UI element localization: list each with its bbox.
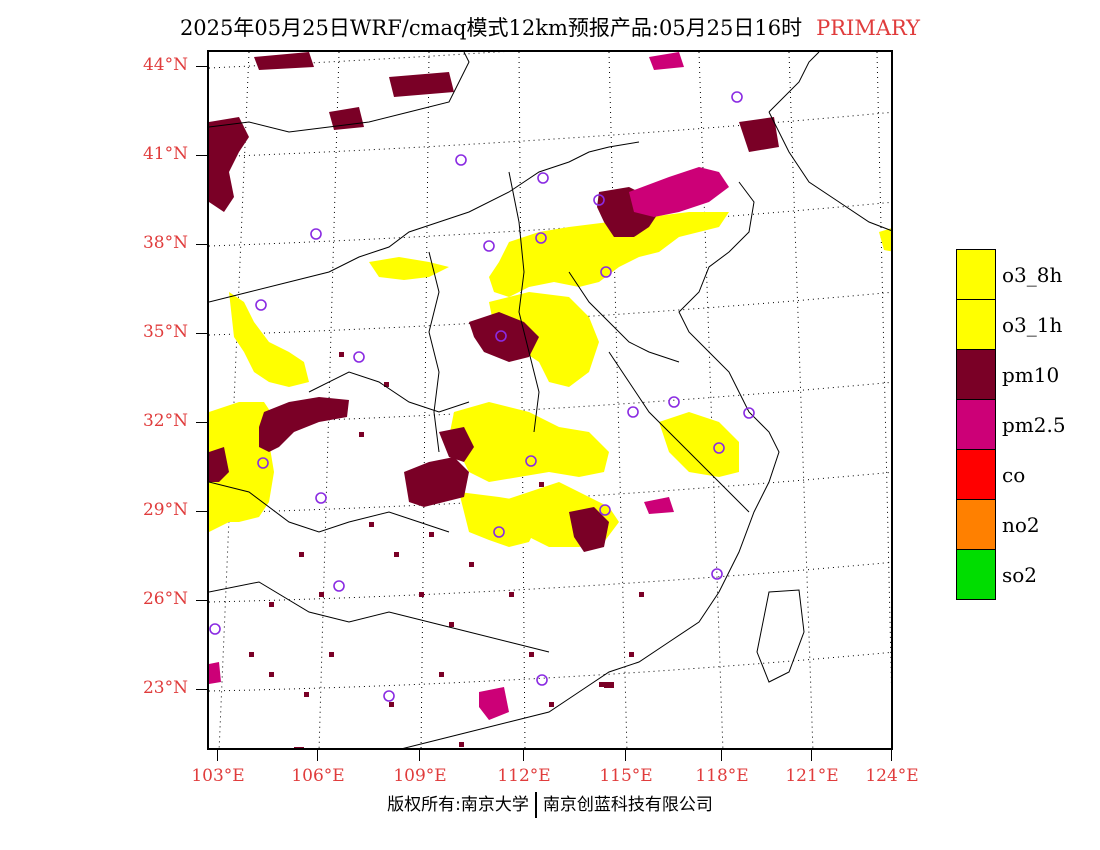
lat-label-38: 38°N (142, 233, 188, 253)
pm10-regions (209, 52, 779, 552)
map-canvas (209, 52, 891, 748)
lat-tick (196, 689, 207, 690)
pm25-regions (209, 52, 729, 720)
lon-tick (891, 750, 892, 761)
legend-swatch (956, 299, 996, 349)
lon-label-115: 115°E (599, 766, 653, 786)
lat-label-44: 44°N (142, 55, 188, 75)
lat-label-23: 23°N (142, 678, 188, 698)
lat-label-32: 32°N (142, 411, 188, 431)
lon-label-109: 109°E (393, 766, 447, 786)
footer-separator (534, 792, 537, 818)
legend-swatch (956, 499, 996, 549)
lon-tick (317, 750, 318, 761)
title-tag: PRIMARY (816, 16, 921, 40)
lat-tick (196, 66, 207, 67)
legend-label: pm2.5 (1002, 413, 1066, 437)
map-title: 2025年05月25日WRF/cmaq模式12km预报产品:05月25日16时 P… (0, 12, 1100, 42)
lat-tick (196, 422, 207, 423)
lat-tick (196, 244, 207, 245)
lon-tick (523, 750, 524, 761)
legend-label: so2 (1002, 563, 1038, 587)
lon-label-124: 124°E (865, 766, 919, 786)
legend-label: o3_8h (1002, 263, 1063, 287)
lon-tick (811, 750, 812, 761)
lat-label-41: 41°N (142, 144, 188, 164)
lat-label-35: 35°N (142, 322, 188, 342)
legend-label: pm10 (1002, 363, 1060, 387)
legend-label: no2 (1002, 513, 1040, 537)
lon-label-103: 103°E (191, 766, 245, 786)
lon-label-106: 106°E (291, 766, 345, 786)
lon-label-112: 112°E (497, 766, 551, 786)
lat-tick (196, 600, 207, 601)
title-main: 2025年05月25日WRF/cmaq模式12km预报产品:05月25日16时 (179, 16, 803, 40)
footer-left: 版权所有:南京大学 (387, 795, 529, 815)
lon-tick (721, 750, 722, 761)
footer-right: 南京创蓝科技有限公司 (542, 795, 713, 815)
map-panel[interactable] (207, 50, 893, 750)
legend-swatch (956, 349, 996, 399)
lon-label-118: 118°E (695, 766, 749, 786)
copyright-footer: 版权所有:南京大学 南京创蓝科技有限公司 (0, 790, 1100, 818)
o3-regions (209, 212, 891, 547)
scatter-dots (249, 352, 644, 748)
legend-swatch (956, 399, 996, 449)
legend-label: o3_1h (1002, 313, 1063, 337)
legend-swatch (956, 549, 996, 600)
boundaries (209, 52, 891, 748)
lon-tick (217, 750, 218, 761)
legend-label: co (1002, 463, 1026, 487)
lon-label-121: 121°E (785, 766, 839, 786)
lon-tick (625, 750, 626, 761)
lat-label-29: 29°N (142, 500, 188, 520)
lat-tick (196, 511, 207, 512)
legend-swatch (956, 249, 996, 299)
legend-swatch (956, 449, 996, 499)
lat-label-26: 26°N (142, 589, 188, 609)
lat-tick (196, 155, 207, 156)
lon-tick (419, 750, 420, 761)
station-markers (209, 91, 755, 702)
lat-tick (196, 333, 207, 334)
